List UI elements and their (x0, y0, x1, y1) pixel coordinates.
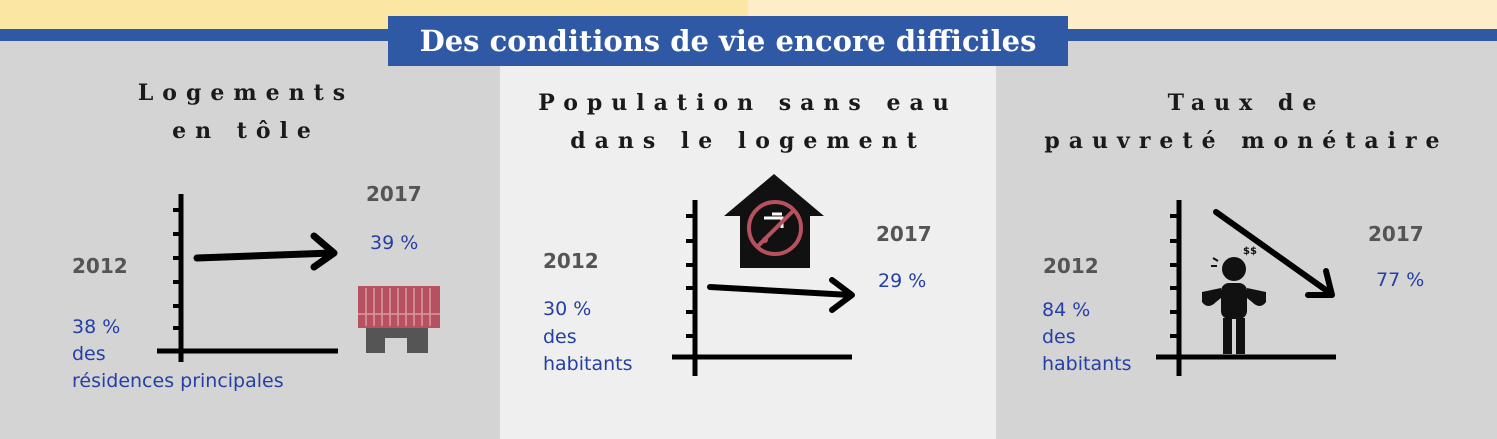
trend-arrow (1213, 209, 1335, 298)
value-end: 77 % (1376, 269, 1425, 291)
page-title: Des conditions de vie encore difficiles (388, 16, 1068, 66)
panel-title-line2: en tôle (172, 118, 320, 144)
value-start-desc-line2: habitants (1042, 353, 1132, 375)
axis-ticks (686, 214, 695, 338)
value-start: 30 % (543, 298, 592, 320)
svg-text:$$: $$ (1243, 246, 1257, 257)
year-start: 2012 (543, 249, 599, 273)
trend-graph: $$ (1156, 200, 1336, 376)
tin-house-icon (358, 286, 440, 356)
trend-arrow (193, 232, 338, 271)
axis-ticks (173, 208, 181, 330)
value-start: 84 % (1042, 299, 1091, 321)
panel-title-line2: dans le logement (570, 128, 926, 154)
year-end: 2017 (366, 182, 422, 206)
panel-poverty-rate: Taux de pauvreté monétaire (996, 66, 1497, 439)
year-start: 2012 (72, 254, 128, 278)
panel-tin-housing: Logements en tôle (0, 66, 500, 439)
trend-graph (157, 194, 440, 362)
value-end: 29 % (878, 270, 927, 292)
panel-no-water: Population sans eau dans le logement (500, 66, 996, 439)
value-start: 38 % (72, 316, 121, 338)
year-end: 2017 (1368, 222, 1424, 246)
trend-graph (672, 174, 855, 376)
year-end: 2017 (876, 222, 932, 246)
value-start-desc-line1: des (543, 326, 577, 348)
panel-title-line2: pauvreté monétaire (1044, 128, 1449, 154)
value-start-desc-line2: habitants (543, 353, 633, 375)
axes (157, 194, 338, 362)
year-start: 2012 (1043, 254, 1099, 278)
panel-title-line1: Logements (137, 80, 355, 106)
panel-title-line1: Population sans eau (538, 90, 958, 116)
value-start-desc-line1: des (1042, 326, 1076, 348)
panel-title-line1: Taux de (1167, 90, 1326, 116)
value-start-desc-line2: résidences principales (72, 370, 284, 392)
value-end: 39 % (370, 232, 419, 254)
no-water-house-icon (724, 174, 824, 268)
axis-ticks (1170, 214, 1179, 338)
poor-person-icon: $$ (1202, 246, 1266, 354)
trend-arrow (707, 277, 855, 313)
value-start-desc-line1: des (72, 343, 106, 365)
